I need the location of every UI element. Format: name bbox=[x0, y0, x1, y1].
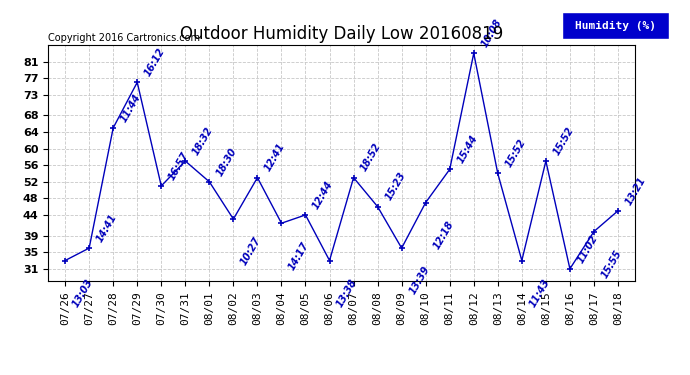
Text: 15:55: 15:55 bbox=[600, 248, 624, 280]
Text: 14:41: 14:41 bbox=[95, 212, 119, 244]
Text: 15:52: 15:52 bbox=[551, 125, 575, 157]
Text: 13:38: 13:38 bbox=[335, 277, 359, 309]
Text: Copyright 2016 Cartronics.com: Copyright 2016 Cartronics.com bbox=[48, 33, 200, 43]
Text: 10:08: 10:08 bbox=[480, 17, 504, 49]
Text: 15:52: 15:52 bbox=[503, 138, 527, 170]
Text: 12:41: 12:41 bbox=[263, 142, 287, 174]
Text: 18:32: 18:32 bbox=[191, 125, 215, 157]
Text: 13:39: 13:39 bbox=[407, 265, 431, 297]
Text: 11:44: 11:44 bbox=[119, 92, 143, 124]
Title: Outdoor Humidity Daily Low 20160819: Outdoor Humidity Daily Low 20160819 bbox=[180, 26, 503, 44]
Text: 16:57: 16:57 bbox=[167, 150, 191, 182]
Text: 12:44: 12:44 bbox=[311, 179, 335, 211]
Text: 11:43: 11:43 bbox=[527, 277, 551, 309]
Text: 10:27: 10:27 bbox=[239, 236, 263, 267]
Text: Humidity (%): Humidity (%) bbox=[575, 21, 656, 31]
Text: 18:30: 18:30 bbox=[215, 146, 239, 178]
Text: 18:52: 18:52 bbox=[359, 142, 383, 174]
Text: 11:02: 11:02 bbox=[575, 233, 600, 265]
Text: 14:17: 14:17 bbox=[287, 240, 311, 272]
Text: 15:23: 15:23 bbox=[383, 171, 407, 202]
Text: 13:03: 13:03 bbox=[70, 277, 95, 309]
Text: 13:21: 13:21 bbox=[624, 175, 648, 207]
Text: 12:18: 12:18 bbox=[431, 219, 455, 251]
Text: 16:12: 16:12 bbox=[143, 46, 167, 78]
Text: 15:44: 15:44 bbox=[455, 134, 480, 165]
